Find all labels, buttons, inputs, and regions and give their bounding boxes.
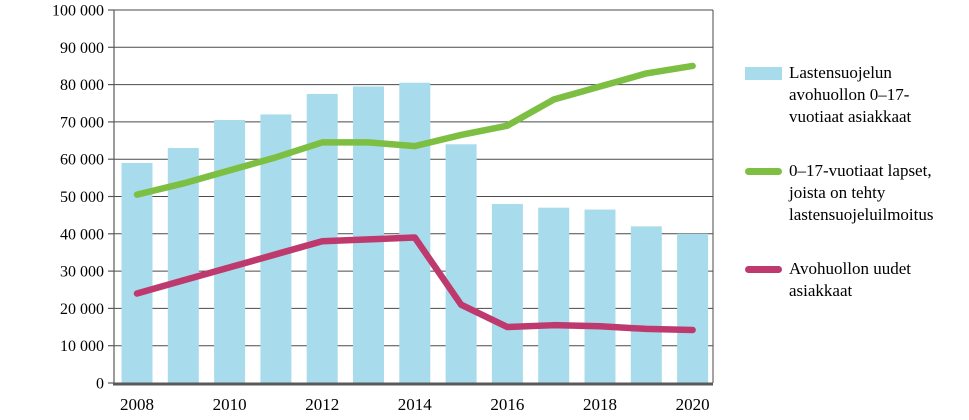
x-tick-label-2012: 2012 [305, 395, 339, 414]
y-tick-label-20000: 20 000 [60, 301, 104, 318]
legend-item-1: Lastensuojelun avohuollon 0–17- vuotiaat… [745, 62, 969, 128]
y-tick-label-30000: 30 000 [60, 264, 104, 281]
bar-2015 [445, 144, 477, 383]
y-tick-label-40000: 40 000 [60, 226, 104, 243]
y-tick-label-100000: 100 000 [52, 3, 104, 20]
bar-2016 [491, 203, 523, 383]
bar-2008 [121, 162, 153, 383]
legend-bar-swatch [745, 62, 782, 84]
legend-item-label: Avohuollon uudet asiakkaat [789, 259, 911, 300]
x-tick-label-2010: 2010 [213, 395, 247, 414]
y-tick-label-90000: 90 000 [60, 40, 104, 57]
legend-line-swatch [745, 160, 782, 182]
x-tick-label-2020: 2020 [676, 395, 710, 414]
legend-item-label: 0–17-vuotiaat lapset, joista on tehty la… [789, 161, 934, 224]
y-tick-label-80000: 80 000 [60, 77, 104, 94]
x-tick-label-2018: 2018 [583, 395, 617, 414]
legend-swatch-color [745, 66, 782, 80]
x-tick-label-2008: 2008 [120, 395, 154, 414]
legend-swatch-color [745, 265, 782, 273]
legend-line-swatch [745, 258, 782, 280]
bar-2019 [630, 226, 662, 383]
x-tick-label-2014: 2014 [398, 395, 433, 414]
legend-swatch-color [745, 167, 782, 175]
chart-legend: Lastensuojelun avohuollon 0–17- vuotiaat… [745, 62, 969, 302]
y-tick-label-0: 0 [96, 376, 104, 393]
line-series-2 [133, 234, 696, 334]
bar-2020 [677, 233, 709, 383]
bar-2014 [399, 82, 431, 384]
y-tick-label-70000: 70 000 [60, 114, 104, 131]
x-tick-label-2016: 2016 [490, 395, 524, 414]
bar-2010 [214, 120, 246, 383]
bar-2013 [353, 86, 384, 383]
bar-2018 [584, 209, 616, 383]
legend-item-label: Lastensuojelun avohuollon 0–17- vuotiaat… [789, 63, 912, 126]
y-axis-ticks [108, 9, 114, 384]
y-tick-label-50000: 50 000 [60, 189, 104, 206]
x-axis-labels: 2008 2010 2012 2014 2016 2018 2020 [120, 395, 710, 414]
legend-item-2: 0–17-vuotiaat lapset, joista on tehty la… [745, 160, 969, 226]
line-series-1 [133, 62, 696, 198]
bar-2017 [538, 207, 570, 383]
y-tick-label-60000: 60 000 [60, 152, 104, 169]
y-axis-labels: 100 000 90 000 80 000 70 000 60 000 50 000 40 … [52, 3, 104, 393]
chart-canvas: 100 000 90 000 80 000 70 000 60 000 50 000 40 … [52, 3, 714, 414]
legend-item-3: Avohuollon uudet asiakkaat [745, 258, 969, 302]
series-bars [121, 82, 709, 384]
y-tick-label-10000: 10 000 [60, 338, 104, 355]
